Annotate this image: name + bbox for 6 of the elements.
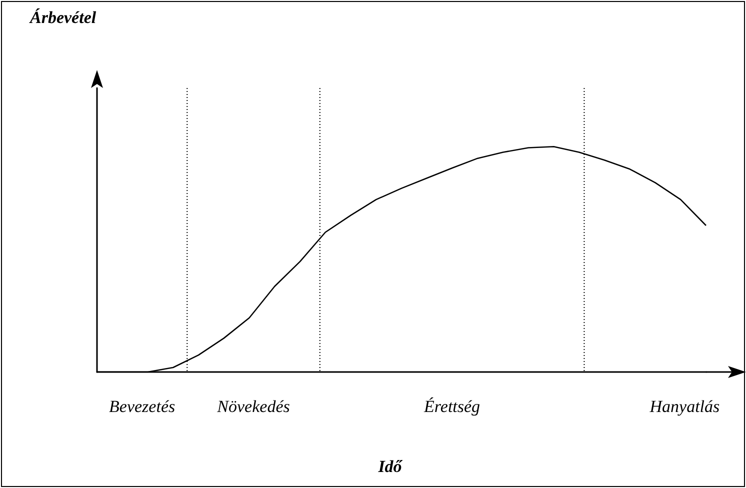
text: Növekedés: [216, 397, 290, 416]
text: Idő: [377, 457, 404, 476]
text: Érettség: [423, 397, 480, 416]
text: Árbevétel: [29, 8, 96, 27]
text: Hanyatlás: [648, 397, 720, 416]
text: Bevezetés: [109, 397, 176, 416]
